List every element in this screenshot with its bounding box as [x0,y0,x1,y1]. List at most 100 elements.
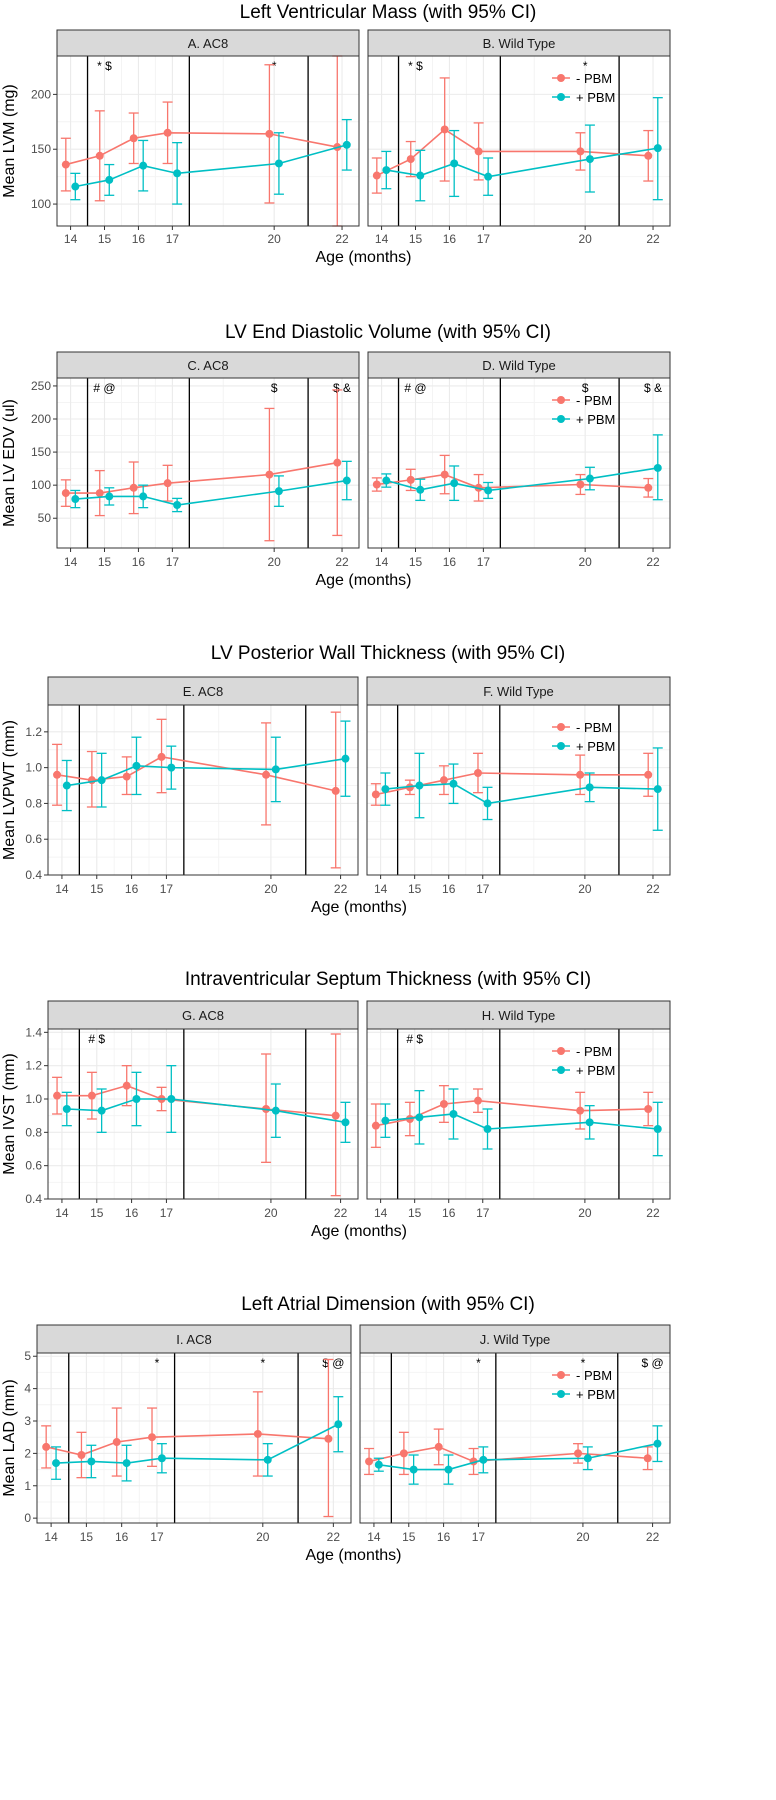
series-minus-pbm [60,389,343,542]
data-point [653,785,662,794]
data-point [53,1091,62,1100]
x-tick-label: 17 [160,882,174,896]
facet-panel: F. Wild Type 14 15 16 17 20 22 - PBM + PBM [366,676,671,896]
data-point [372,171,381,180]
significance-annotation: $ & [333,381,351,395]
data-point [77,1451,86,1459]
significance-annotation: * [260,1356,265,1370]
data-point [265,470,274,479]
x-tick-label: 16 [125,1206,139,1220]
data-point [334,1420,343,1429]
x-tick-label: 22 [334,882,348,896]
data-point [122,1459,131,1468]
series-line [66,757,346,787]
series-plus-pbm [70,118,352,205]
data-point [341,1118,350,1127]
x-tick-label: 20 [267,555,281,569]
legend-label-plus: + PBM [576,412,615,427]
chart-block-5: Left Atrial Dimension (with 95% CI) I. AC… [1,1294,671,1564]
panel-background [360,1353,670,1523]
y-tick-label: 0.6 [25,1159,42,1173]
facet-strip [366,676,671,706]
x-tick-label: 15 [80,1530,94,1544]
facet-strip-label: A. AC8 [188,36,228,51]
facet-strip [366,1000,671,1030]
data-point [644,770,653,779]
facet-panel: D. Wild Type # @ $ $ & 14 15 16 17 20 22 - PBM + PB… [367,351,671,569]
panel-border [359,1352,671,1524]
facet-strip-label: B. Wild Type [483,36,556,51]
x-tick-label: 17 [160,1206,174,1220]
significance-annotation: # @ [93,381,115,395]
legend-label-minus: - PBM [576,71,612,86]
series-line [65,131,338,166]
data-point [416,171,425,180]
panel-border [47,1028,359,1200]
y-tick-label: 1.0 [25,1092,42,1106]
y-tick-label: 100 [31,197,51,211]
legend-key-point [557,415,565,423]
data-point [71,182,80,191]
data-point [95,489,104,498]
data-point [644,483,653,492]
panel-border [36,1352,352,1524]
legend: - PBM + PBM [552,71,615,105]
x-tick-label: 14 [374,882,388,896]
data-point [61,160,70,169]
facet-strip [359,1324,671,1354]
y-tick-label: 100 [31,478,51,492]
data-point [157,752,166,761]
data-point [583,1454,592,1463]
chart-block-4: Intraventricular Septum Thickness (with … [1,969,671,1240]
significance-annotation: * [583,59,588,73]
panel-border [367,377,671,549]
data-point [483,799,492,808]
facet-strip [367,29,671,57]
x-tick-label: 14 [64,555,78,569]
series-line [376,128,649,177]
x-axis-label: Age (months) [305,1547,401,1564]
data-point [585,155,594,164]
series-line [45,1433,329,1456]
x-tick-label: 17 [150,1530,164,1544]
data-point [479,1455,488,1464]
y-axis-label: Mean LAD (mm) [1,1379,18,1496]
x-tick-label: 22 [646,1206,660,1220]
significance-annotation: $ @ [322,1356,344,1370]
series-plus-pbm [381,434,663,502]
series-plus-pbm [51,1396,344,1482]
data-point [643,1454,652,1463]
data-point [97,1106,106,1115]
data-point [406,475,415,484]
x-tick-label: 15 [402,1530,416,1544]
significance-annotation: * [272,59,277,73]
panel-background [57,378,359,548]
y-axis-label: Mean LVM (mg) [1,84,18,198]
data-point [644,1105,653,1113]
data-point [167,1095,176,1103]
facet-strip [367,351,671,379]
data-point [440,125,449,134]
data-point [265,129,274,138]
x-tick-label: 20 [256,1530,270,1544]
x-tick-label: 22 [646,1530,660,1544]
data-point [399,1449,408,1458]
x-tick-label: 22 [335,555,349,569]
y-tick-label: 1.2 [25,725,42,739]
data-point [371,1121,380,1130]
panel-background [367,1029,670,1199]
data-point [87,1457,96,1466]
data-point [653,1125,662,1133]
y-tick-label: 0 [24,1511,31,1525]
data-point [262,770,271,779]
panel-border [366,704,671,876]
x-tick-label: 15 [90,1206,104,1220]
data-point [274,159,283,168]
data-point [406,155,415,164]
data-point [653,463,662,472]
data-point [42,1442,51,1451]
x-tick-label: 16 [132,555,146,569]
significance-annotation: * $ [97,59,112,73]
x-axis-label: Age (months) [315,572,411,589]
